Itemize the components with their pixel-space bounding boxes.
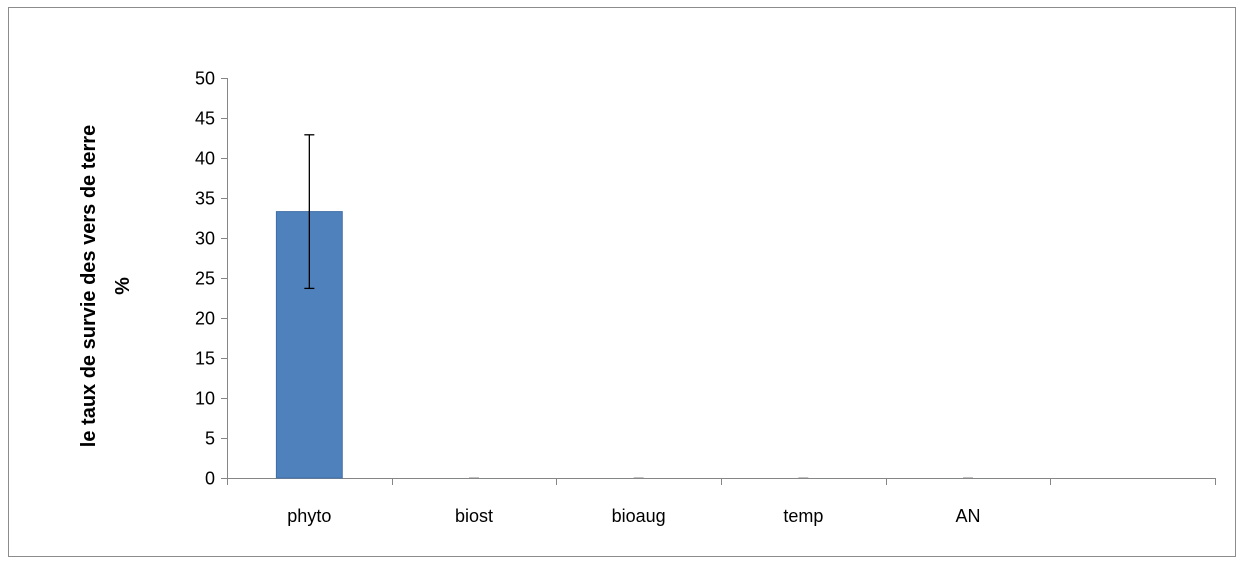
- y-tick-label: 20: [195, 309, 215, 329]
- y-tick-label: 30: [195, 229, 215, 249]
- bars: [275, 134, 1001, 479]
- x-tick-label: biost: [455, 506, 493, 526]
- y-tick-label: 5: [205, 429, 215, 449]
- chart-area: [8, 7, 1236, 557]
- y-tick-label: 0: [205, 469, 215, 489]
- y-tick-label: 25: [195, 269, 215, 289]
- x-axis-labels: phyto biost bioaug temp AN: [287, 506, 980, 526]
- y-axis: 0 5 10 15 20 25 30 35 40 45 50: [195, 69, 228, 489]
- x-axis: [227, 478, 1216, 485]
- x-tick-label: AN: [955, 506, 980, 526]
- y-tick-label: 40: [195, 149, 215, 169]
- y-tick-label: 35: [195, 189, 215, 209]
- y-axis-title-line: %: [112, 277, 134, 295]
- y-axis-title-line: le taux de survie des vers de terre: [78, 125, 100, 447]
- y-tick-label: 15: [195, 349, 215, 369]
- x-tick-label: phyto: [287, 506, 331, 526]
- y-tick-label: 10: [195, 389, 215, 409]
- x-tick-label: temp: [783, 506, 823, 526]
- y-axis-title: le taux de survie des vers de terre%: [78, 125, 134, 447]
- y-tick-label: 45: [195, 109, 215, 129]
- y-tick-label: 50: [195, 69, 215, 89]
- x-tick-label: bioaug: [612, 506, 666, 526]
